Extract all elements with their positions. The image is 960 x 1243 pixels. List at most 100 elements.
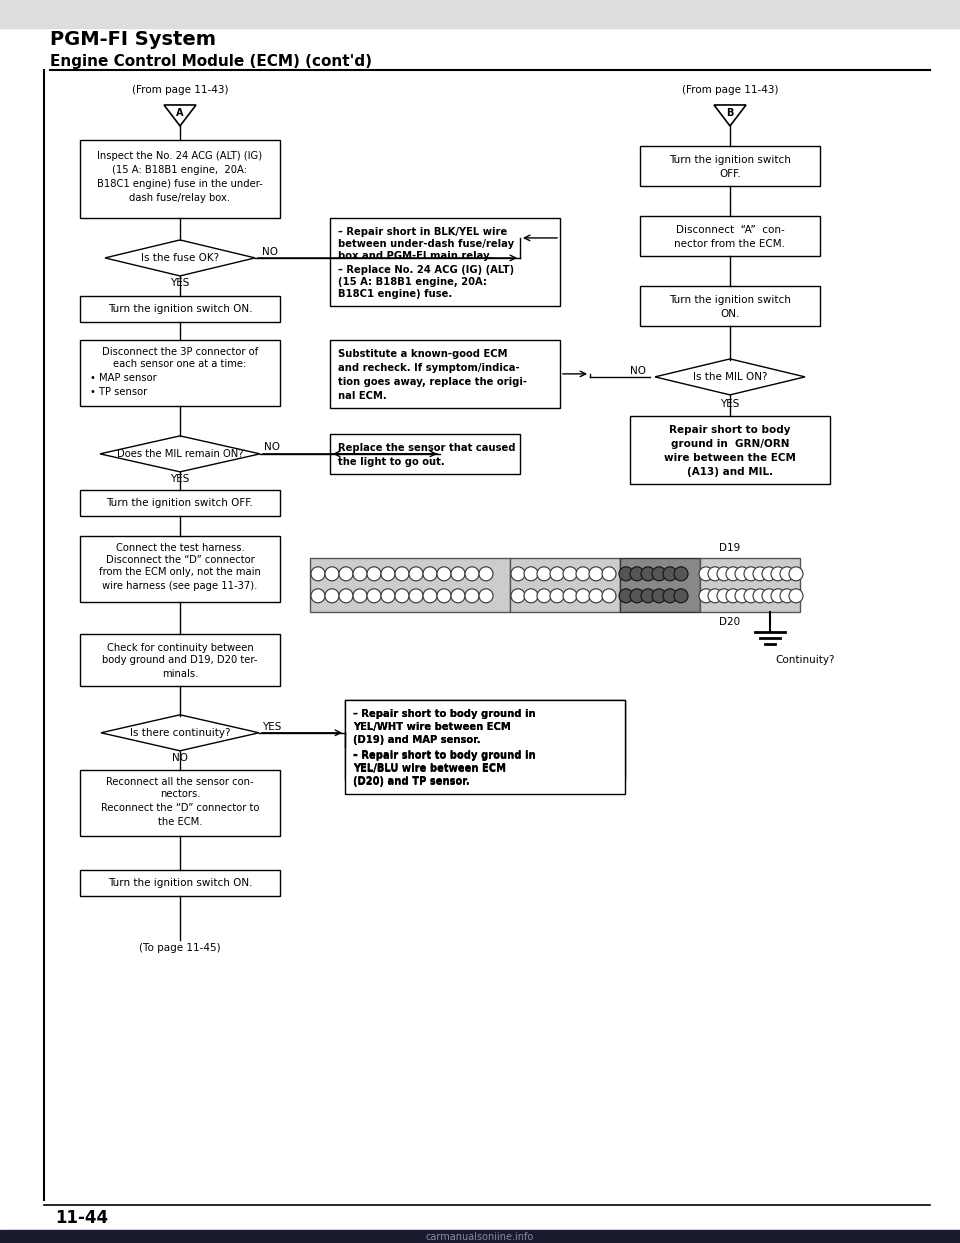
Polygon shape xyxy=(164,104,196,126)
Circle shape xyxy=(550,589,564,603)
Bar xyxy=(640,286,820,326)
Circle shape xyxy=(619,567,633,580)
Bar xyxy=(510,558,620,612)
Circle shape xyxy=(524,589,538,603)
Circle shape xyxy=(630,567,644,580)
Text: YEL/BLU wire between ECM: YEL/BLU wire between ECM xyxy=(353,763,506,773)
Circle shape xyxy=(744,567,758,580)
Circle shape xyxy=(395,567,409,580)
Text: – Repair short in BLK/YEL wire: – Repair short in BLK/YEL wire xyxy=(338,227,507,237)
Text: – Repair short to body ground in: – Repair short to body ground in xyxy=(353,750,536,759)
Bar xyxy=(345,700,625,794)
Circle shape xyxy=(311,567,325,580)
Bar xyxy=(80,296,280,322)
Text: NO: NO xyxy=(264,441,280,452)
Text: (15 A: B18B1 engine,  20A:: (15 A: B18B1 engine, 20A: xyxy=(112,165,248,175)
Text: PGM-FI System: PGM-FI System xyxy=(50,31,216,50)
Text: (A13) and MIL.: (A13) and MIL. xyxy=(687,467,773,477)
Polygon shape xyxy=(100,436,260,472)
Circle shape xyxy=(602,567,616,580)
Bar xyxy=(330,434,520,474)
Circle shape xyxy=(726,567,740,580)
Circle shape xyxy=(537,589,551,603)
Circle shape xyxy=(367,589,381,603)
Circle shape xyxy=(771,567,785,580)
Circle shape xyxy=(353,589,367,603)
Text: Turn the ignition switch ON.: Turn the ignition switch ON. xyxy=(108,303,252,314)
Circle shape xyxy=(409,589,423,603)
Text: (D19) and MAP sensor.: (D19) and MAP sensor. xyxy=(353,735,481,745)
Bar xyxy=(80,870,280,896)
Polygon shape xyxy=(105,240,255,276)
Text: Substitute a known-good ECM: Substitute a known-good ECM xyxy=(338,349,508,359)
Circle shape xyxy=(589,567,603,580)
Circle shape xyxy=(652,567,666,580)
Text: – Repair short to body ground in: – Repair short to body ground in xyxy=(353,709,536,718)
Text: Disconnect  “A”  con-: Disconnect “A” con- xyxy=(676,225,784,235)
Bar xyxy=(345,700,625,779)
Text: Disconnect the “D” connector: Disconnect the “D” connector xyxy=(106,554,254,564)
Circle shape xyxy=(663,567,677,580)
Text: Is the fuse OK?: Is the fuse OK? xyxy=(141,252,219,264)
Text: Reconnect the “D” connector to: Reconnect the “D” connector to xyxy=(101,803,259,813)
Circle shape xyxy=(339,589,353,603)
Text: each sensor one at a time:: each sensor one at a time: xyxy=(113,359,247,369)
Polygon shape xyxy=(655,359,805,395)
Text: YES: YES xyxy=(720,399,740,409)
Text: Turn the ignition switch ON.: Turn the ignition switch ON. xyxy=(108,878,252,888)
Bar xyxy=(80,634,280,686)
Circle shape xyxy=(735,567,749,580)
Text: and recheck. If symptom/indica-: and recheck. If symptom/indica- xyxy=(338,363,519,373)
Circle shape xyxy=(663,589,677,603)
Circle shape xyxy=(563,589,577,603)
Text: D20: D20 xyxy=(719,617,740,626)
Bar xyxy=(80,140,280,218)
Circle shape xyxy=(753,589,767,603)
Text: Is the MIL ON?: Is the MIL ON? xyxy=(693,372,767,382)
Circle shape xyxy=(699,567,713,580)
Text: YEL/WHT wire between ECM: YEL/WHT wire between ECM xyxy=(353,722,511,732)
Circle shape xyxy=(524,567,538,580)
Text: (From page 11-43): (From page 11-43) xyxy=(132,85,228,94)
Text: B: B xyxy=(727,108,733,118)
Circle shape xyxy=(339,567,353,580)
Text: NO: NO xyxy=(172,753,188,763)
Circle shape xyxy=(652,589,666,603)
Circle shape xyxy=(771,589,785,603)
Circle shape xyxy=(762,589,776,603)
Circle shape xyxy=(744,589,758,603)
Circle shape xyxy=(717,589,731,603)
Bar xyxy=(80,339,280,406)
Text: D19: D19 xyxy=(719,543,740,553)
Text: • MAP sensor: • MAP sensor xyxy=(90,373,156,383)
Text: wire between the ECM: wire between the ECM xyxy=(664,452,796,462)
Text: Replace the sensor that caused: Replace the sensor that caused xyxy=(338,443,516,452)
Circle shape xyxy=(753,567,767,580)
Circle shape xyxy=(511,589,525,603)
Circle shape xyxy=(437,567,451,580)
Polygon shape xyxy=(714,104,746,126)
Text: Connect the test harness.: Connect the test harness. xyxy=(115,543,245,553)
Text: ON.: ON. xyxy=(720,310,740,319)
Circle shape xyxy=(780,567,794,580)
Circle shape xyxy=(353,567,367,580)
Polygon shape xyxy=(101,715,259,751)
Circle shape xyxy=(465,567,479,580)
Text: YES: YES xyxy=(262,722,281,732)
Bar xyxy=(620,558,700,612)
Text: – Replace No. 24 ACG (IG) (ALT): – Replace No. 24 ACG (IG) (ALT) xyxy=(338,265,515,275)
Circle shape xyxy=(619,589,633,603)
Text: YEL/WHT wire between ECM: YEL/WHT wire between ECM xyxy=(353,722,511,732)
Text: Turn the ignition switch: Turn the ignition switch xyxy=(669,155,791,165)
Bar xyxy=(310,558,510,612)
Text: YES: YES xyxy=(170,278,190,288)
Text: nector from the ECM.: nector from the ECM. xyxy=(675,239,785,249)
Circle shape xyxy=(550,567,564,580)
Text: OFF.: OFF. xyxy=(719,169,741,179)
Bar xyxy=(700,558,800,612)
Circle shape xyxy=(409,567,423,580)
Circle shape xyxy=(451,567,465,580)
Text: 11-44: 11-44 xyxy=(55,1208,108,1227)
Text: from the ECM only, not the main: from the ECM only, not the main xyxy=(99,567,261,577)
Text: minals.: minals. xyxy=(162,669,198,679)
